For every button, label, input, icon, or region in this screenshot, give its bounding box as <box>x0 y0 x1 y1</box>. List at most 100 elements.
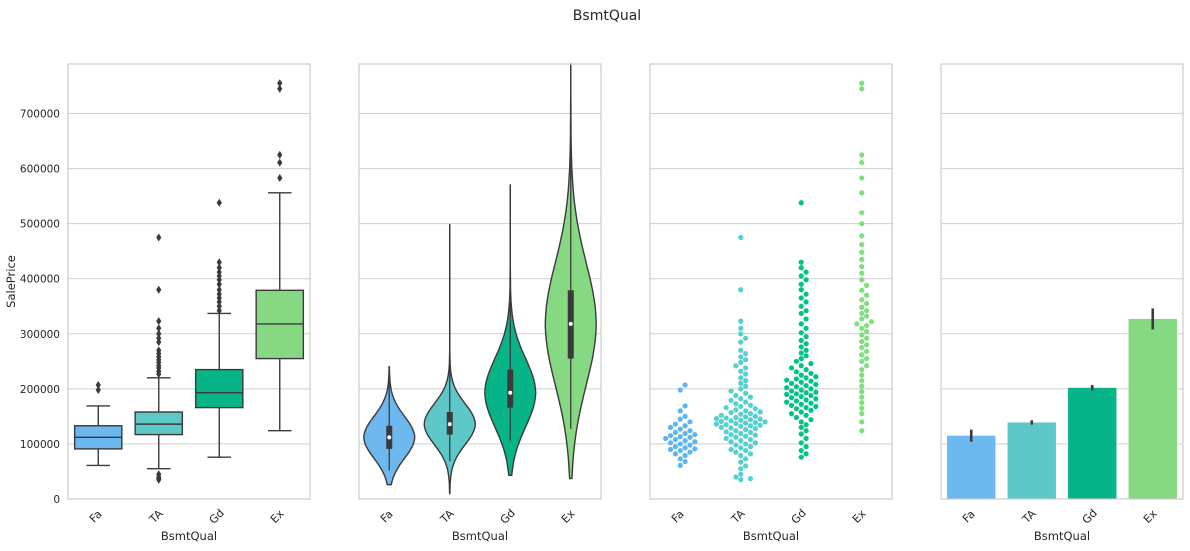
swarm-point <box>733 414 739 421</box>
swarm-point <box>687 442 693 448</box>
outlier-point <box>216 198 222 207</box>
swarm-point <box>813 396 819 402</box>
axes-frame <box>940 63 1184 500</box>
outlier-point <box>156 317 162 326</box>
swarm-point <box>738 375 744 381</box>
bar-TA <box>1007 420 1056 499</box>
outlier-point <box>216 302 222 311</box>
swarm-point <box>743 399 749 405</box>
swarm-point <box>687 419 693 425</box>
swarm-point <box>713 421 720 427</box>
swarm-point <box>743 335 749 341</box>
swarm-point <box>738 403 744 410</box>
swarm-point <box>723 429 729 435</box>
x-tick-label: Ex <box>268 507 287 526</box>
swarm-point <box>803 435 809 442</box>
swarm-point <box>808 407 814 413</box>
swarm-point <box>808 378 814 384</box>
axes-frame <box>358 63 602 500</box>
swarm-point <box>798 363 804 369</box>
swarm-point <box>864 355 870 362</box>
x-tick-label: TA <box>146 507 166 527</box>
swarm-point <box>723 404 729 411</box>
swarm-point <box>859 358 865 364</box>
swarm-point <box>798 287 804 293</box>
y-tick-label: 600000 <box>20 164 60 176</box>
panel-violin: Fa TA Gd Ex BsmtQual <box>358 63 602 543</box>
x-tick-label: Gd <box>789 506 809 526</box>
swarm-point <box>813 389 819 395</box>
swarm-point <box>752 432 758 438</box>
swarm-point <box>738 466 744 472</box>
outlier-point <box>156 233 162 242</box>
swarm-point <box>682 423 688 429</box>
swarm-point <box>723 422 729 428</box>
swarm-point <box>682 413 688 420</box>
swarm-point <box>859 405 865 411</box>
y-tick-label: 200000 <box>20 384 60 396</box>
violin-median <box>447 422 452 427</box>
bar <box>947 435 996 499</box>
swarm-point <box>793 369 799 375</box>
swarm-point <box>667 424 674 431</box>
swarm-point <box>859 159 865 166</box>
y-axis-label: SalePrice <box>4 255 18 308</box>
swarm-point <box>798 350 804 356</box>
box-Gd <box>194 198 244 458</box>
swarm-point <box>752 419 758 426</box>
swarm-point <box>864 300 870 307</box>
swarm-point <box>798 419 804 425</box>
swarm-point <box>803 325 809 331</box>
swarm-point <box>859 316 865 322</box>
swarm-point <box>808 392 814 399</box>
swarm-point <box>859 325 865 331</box>
swarm-point <box>793 414 799 421</box>
swarm-point <box>859 190 865 196</box>
swarm-point <box>728 418 734 424</box>
swarm-point <box>718 412 724 418</box>
swarm-point <box>682 438 688 444</box>
panel-box: 0 100000 200000 300000 400000 500000 600000 700… <box>4 63 311 543</box>
swarm-point <box>677 434 683 440</box>
swarm-point <box>788 395 795 401</box>
swarm-point <box>733 420 739 427</box>
swarm-point <box>798 303 804 309</box>
swarm-point <box>677 426 683 432</box>
swarm-point <box>784 399 790 405</box>
outlier-point <box>216 263 222 272</box>
swarm-point <box>728 397 734 404</box>
y-tick-label: 300000 <box>20 329 60 341</box>
x-tick-label: Fa <box>87 508 105 526</box>
swarm-point <box>747 394 754 400</box>
swarm-point <box>738 347 744 353</box>
x-tick-label: Gd <box>498 506 518 526</box>
swarm-point <box>798 447 804 454</box>
swarm-point <box>743 463 749 469</box>
swarm-point <box>798 337 804 344</box>
swarm-point <box>798 372 804 378</box>
swarm-point <box>803 277 809 283</box>
swarm-point <box>808 386 814 392</box>
swarm-point <box>793 384 799 390</box>
box-iqr <box>194 368 244 409</box>
swarm-point <box>864 335 870 341</box>
violin-Ex <box>544 63 597 480</box>
swarm-point <box>747 423 754 429</box>
box-Ex <box>255 79 305 432</box>
swarm-TA <box>713 234 768 483</box>
swarm-point <box>803 269 809 275</box>
swarm-point <box>854 321 860 327</box>
swarm-point <box>738 411 744 417</box>
violin-TA <box>423 224 476 495</box>
y-tick-label: 100000 <box>20 439 60 451</box>
swarm-point <box>738 438 744 444</box>
swarm-point <box>793 398 799 404</box>
swarm-point <box>859 287 865 293</box>
outlier-point <box>156 329 162 338</box>
swarm-point <box>803 341 809 347</box>
swarm-point <box>743 365 749 371</box>
outlier-point <box>277 84 283 93</box>
swarm-point <box>813 374 819 380</box>
swarm-point <box>752 413 758 420</box>
